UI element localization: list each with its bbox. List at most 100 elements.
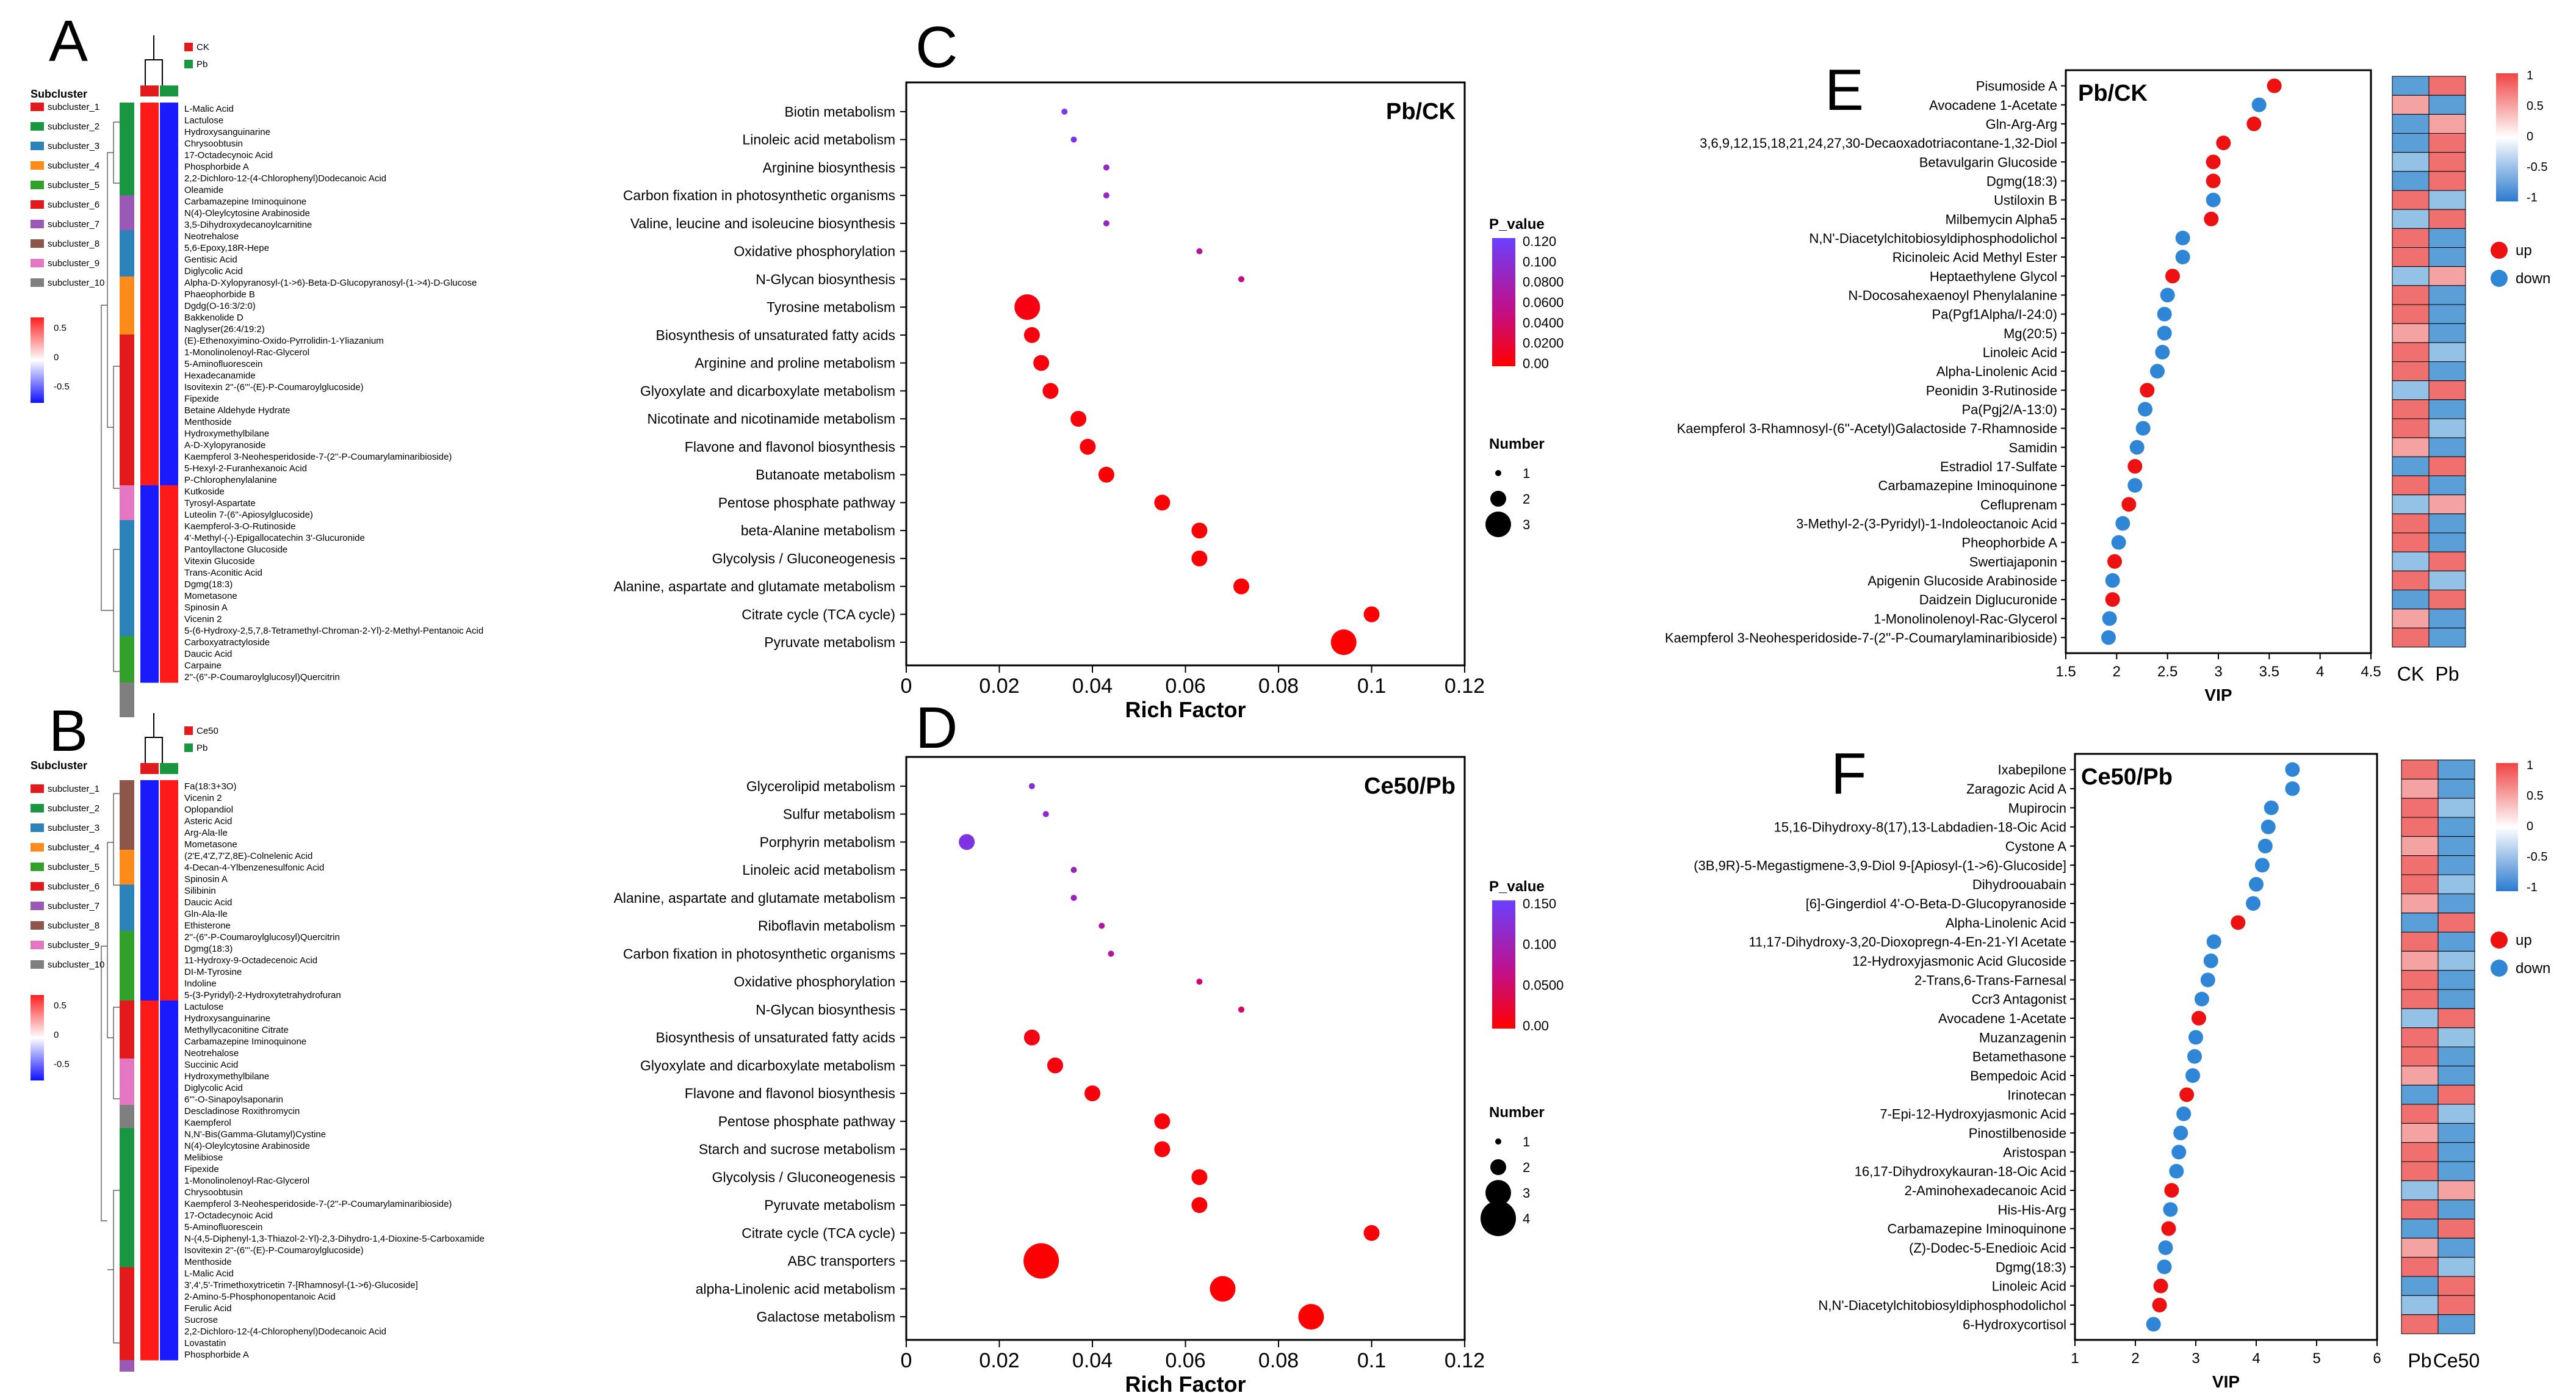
heatmap-cell <box>160 520 178 532</box>
row-label: Kaempferol 3-Neohesperidoside-7-(2''-P-C… <box>184 452 452 462</box>
heatmap-cell <box>2437 1123 2475 1143</box>
row-label: 5-(3-Pyridyl)-2-Hydroxytetrahydrofuran <box>184 990 341 1000</box>
subcluster-label: subcluster_5 <box>48 862 99 872</box>
row-label: Gentisic Acid <box>184 255 237 265</box>
subcluster-bar <box>120 706 134 717</box>
heatmap-cell <box>160 1174 178 1187</box>
pvalue-tick: 0.0500 <box>1523 977 1564 993</box>
metabolite-label: Kaempferol 3-Neohesperidoside-7-(2''-P-C… <box>1665 630 2057 645</box>
heatmap-cell <box>160 1256 178 1268</box>
heatmap-cell <box>140 335 159 347</box>
row-label: 3',4',5'-Trimethoxytricetin 7-[Rhamnosyl… <box>184 1280 418 1290</box>
heatmap-cell <box>140 1058 159 1071</box>
vip-dot <box>2176 1106 2192 1121</box>
direction-legend-dot <box>2491 242 2508 259</box>
vip-dot <box>2169 1163 2184 1179</box>
heatmap-cell <box>140 311 159 324</box>
heatmap-cell <box>2392 551 2430 571</box>
heatmap-cell <box>140 624 159 637</box>
metabolite-label: N-Docosahexaenoyl Phenylalanine <box>1849 288 2057 303</box>
heatmap-cell <box>160 1058 178 1071</box>
metabolite-label: Mupirocin <box>2008 800 2066 816</box>
heatmap-cell <box>2428 342 2466 362</box>
heatmap-cell <box>160 277 178 289</box>
group-label: Pb <box>197 59 207 70</box>
heatmap-cell <box>160 1116 178 1129</box>
metabolite-label: Avocadene 1-Acetate <box>1938 1011 2066 1026</box>
heatmap-cell <box>2437 970 2475 990</box>
heatmap-cell <box>140 253 159 266</box>
heatmap-cell <box>140 1337 159 1349</box>
x-axis-title: Rich Factor <box>1125 1372 1246 1393</box>
row-label: Mometasone <box>184 591 237 601</box>
enrichment-dot <box>1070 894 1077 901</box>
heatmap-cell <box>160 184 178 196</box>
heatmap-cell <box>2428 456 2466 476</box>
heatmap-cell <box>2428 285 2466 305</box>
pathway-label: Sulfur metabolism <box>783 806 895 822</box>
heatmap-cell <box>140 1093 159 1105</box>
heatmap-cell <box>160 149 178 161</box>
color-scale-tick: 0 <box>2527 820 2533 833</box>
heatmap-cell <box>160 578 178 590</box>
row-label: Lovastatin <box>184 1338 226 1348</box>
heatmap-cell <box>160 815 178 827</box>
metabolite-label: 6-Hydroxycortisol <box>1963 1317 2066 1332</box>
heatmap-cell <box>160 253 178 266</box>
heatmap-cell <box>140 126 159 138</box>
subcluster-bar <box>120 137 134 195</box>
heatmap-cell <box>160 230 178 242</box>
vip-dot <box>2185 1068 2201 1083</box>
enrichment-dot <box>1103 220 1109 226</box>
vip-dot <box>2260 819 2276 834</box>
heatmap-cell <box>140 954 159 966</box>
heatmap-cell <box>160 161 178 173</box>
row-label: N(4)-Oleylcytosine Arabinoside <box>184 1141 310 1151</box>
row-label: (2'E,4'Z,7'Z,8E)-Colnelenic Acid <box>184 851 312 861</box>
x-tick-label: 1 <box>2071 1350 2079 1367</box>
heatmap-cell <box>2437 1199 2475 1220</box>
row-label: Silibinin <box>184 886 216 896</box>
pathway-label: Nicotinate and nicotinamide metabolism <box>647 411 895 427</box>
heatmap-cell <box>140 532 159 544</box>
heatmap-cell <box>160 1325 178 1337</box>
row-label: 6'''-O-Sinapoylsaponarin <box>184 1094 283 1105</box>
heatmap-cell <box>2392 609 2430 629</box>
heatmap-cell <box>2392 380 2430 400</box>
pvalue-tick: 0.120 <box>1523 234 1556 249</box>
enrichment-dot <box>1191 1197 1208 1214</box>
heatmap-cell <box>140 1047 159 1059</box>
subcluster-swatch <box>31 161 44 170</box>
subcluster-swatch <box>31 804 44 812</box>
vip-dot <box>2127 458 2143 474</box>
row-label: Sucrose <box>184 1315 218 1325</box>
vip-dot <box>2146 1317 2161 1332</box>
color-scale-tick: 0 <box>2527 130 2533 143</box>
vip-dot <box>2153 1278 2168 1294</box>
row-label: Fa(18:3+3O) <box>184 781 236 792</box>
heatmap-cell <box>2437 836 2475 856</box>
heatmap-cell <box>160 508 178 521</box>
heatmap-cell <box>160 346 178 358</box>
heatmap-cell <box>140 404 159 416</box>
heatmap-cell <box>2428 209 2466 229</box>
panel-e-dots: Pisumoside A Avocadene 1-Acetate Gln-Arg-A… <box>1665 78 2381 704</box>
panel-b-letter: B <box>49 698 88 764</box>
panel-c-label: Pb/CK <box>1386 99 1456 125</box>
vip-dot <box>2163 1202 2178 1217</box>
heatmap-cell <box>160 636 178 648</box>
heatmap-cell <box>2401 1046 2439 1066</box>
heatmap-cell <box>2401 1314 2439 1334</box>
pathway-label: Glyoxylate and dicarboxylate metabolism <box>640 383 895 399</box>
panel-d-letter: D <box>915 695 958 761</box>
row-label: 4'-Methyl-(-)-Epigallocatechin 3'-Glucur… <box>184 533 365 543</box>
subcluster-bar <box>120 335 134 485</box>
vip-dot <box>2175 230 2190 245</box>
heatmap-cell <box>2437 932 2475 952</box>
row-label: L-Malic Acid <box>184 104 234 114</box>
row-label: Luteolin 7-(6''-Apiosylglucoside) <box>184 510 313 520</box>
pathway-label: Biotin metabolism <box>784 104 895 120</box>
enrichment-dot <box>1014 294 1041 320</box>
heatmap-cell <box>140 219 159 231</box>
vip-dot <box>2285 781 2300 796</box>
